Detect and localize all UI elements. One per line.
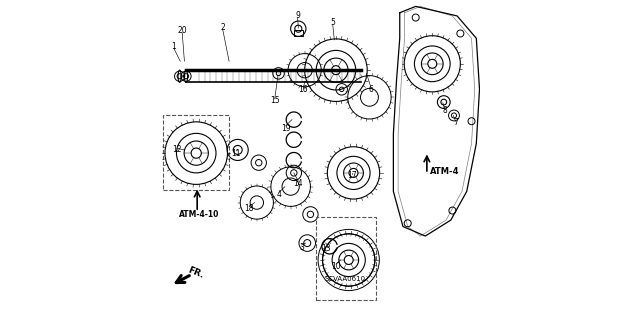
Text: 14: 14 — [294, 179, 303, 188]
Text: 9: 9 — [295, 11, 300, 20]
Text: 18: 18 — [244, 204, 254, 213]
Text: FR.: FR. — [187, 266, 205, 280]
Text: 7: 7 — [453, 118, 458, 127]
Text: 12: 12 — [172, 145, 182, 154]
Text: 5: 5 — [330, 18, 335, 27]
Text: 20: 20 — [177, 26, 187, 35]
Text: 17: 17 — [347, 171, 356, 180]
Text: 8: 8 — [442, 106, 447, 115]
Text: 6: 6 — [369, 85, 374, 94]
Text: 10: 10 — [331, 262, 340, 271]
Text: 15: 15 — [270, 96, 280, 105]
Bar — [163, 115, 229, 190]
Text: 4: 4 — [276, 190, 282, 199]
Text: 19: 19 — [281, 124, 291, 133]
Text: ATM-4: ATM-4 — [430, 167, 460, 176]
Text: SCVAA0610: SCVAA0610 — [324, 276, 366, 282]
Text: 3: 3 — [299, 243, 304, 252]
Text: 2: 2 — [220, 23, 225, 32]
Text: ATM-4-10: ATM-4-10 — [179, 210, 220, 219]
Bar — [316, 217, 376, 300]
Bar — [294, 30, 303, 36]
Text: 11: 11 — [232, 149, 241, 158]
Text: 16: 16 — [299, 85, 308, 94]
Text: 1: 1 — [172, 42, 176, 51]
Text: 13: 13 — [321, 244, 330, 253]
